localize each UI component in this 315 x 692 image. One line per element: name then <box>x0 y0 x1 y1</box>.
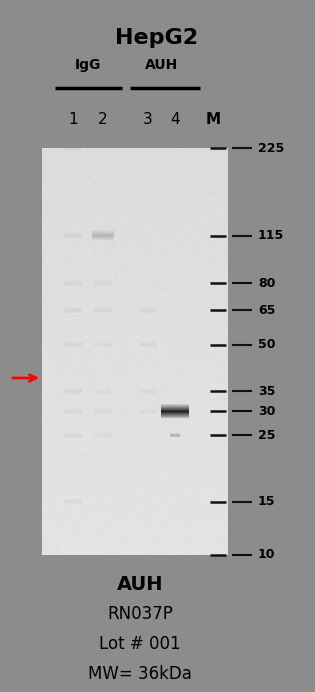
Text: 115: 115 <box>258 229 284 242</box>
Text: 30: 30 <box>258 405 275 418</box>
Text: AUH: AUH <box>146 58 179 72</box>
Text: 4: 4 <box>170 113 180 127</box>
Text: MW= 36kDa: MW= 36kDa <box>88 665 192 683</box>
Bar <box>42 148 228 555</box>
Text: 50: 50 <box>258 338 276 351</box>
Text: HepG2: HepG2 <box>115 28 198 48</box>
Text: 65: 65 <box>258 304 275 317</box>
Text: M: M <box>205 113 220 127</box>
Text: 10: 10 <box>258 549 276 561</box>
Text: 2: 2 <box>98 113 108 127</box>
Text: 25: 25 <box>258 429 276 441</box>
Text: 3: 3 <box>143 113 153 127</box>
Text: 225: 225 <box>258 141 284 154</box>
Text: 1: 1 <box>68 113 78 127</box>
Text: 15: 15 <box>258 495 276 509</box>
Text: 35: 35 <box>258 385 275 398</box>
Text: IgG: IgG <box>75 58 101 72</box>
Text: AUH: AUH <box>117 575 163 594</box>
Text: Lot # 001: Lot # 001 <box>99 635 181 653</box>
Text: RN037P: RN037P <box>107 605 173 623</box>
Text: 80: 80 <box>258 277 275 290</box>
